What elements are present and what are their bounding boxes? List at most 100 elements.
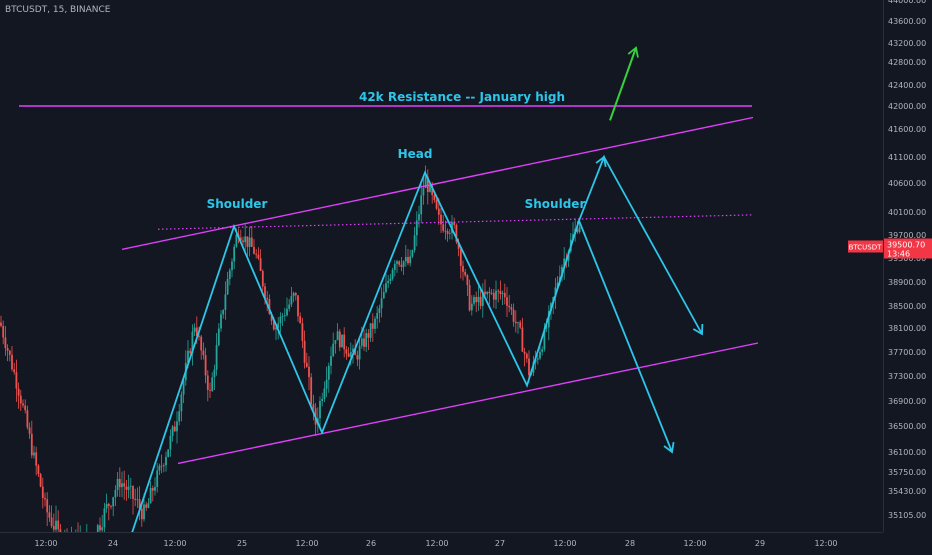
candle-body [389, 278, 392, 281]
candle-body [0, 322, 2, 326]
candle-body [393, 263, 396, 270]
candle-body [220, 314, 222, 329]
candle-body [371, 323, 374, 329]
candle-body [250, 237, 253, 247]
candle-body [211, 377, 214, 391]
candle-body [508, 305, 511, 308]
candle-body [523, 351, 526, 354]
candle-body [169, 435, 172, 450]
candle-body [11, 354, 13, 370]
time-axis-scale: 12:00 24 12:00 25 12:00 26 12:00 27 12:00 28 12:00… [34, 539, 837, 548]
candle-body [222, 309, 225, 315]
candle-body [151, 487, 154, 491]
candle-body [39, 474, 42, 487]
candle-body [140, 508, 143, 520]
candle-body [132, 486, 134, 499]
candle-body [275, 327, 277, 330]
candle-body [189, 350, 192, 353]
candle-body [15, 372, 18, 389]
candle-body [455, 225, 458, 242]
candle-body [462, 265, 464, 272]
candle-body [292, 292, 295, 297]
candle-body [17, 388, 20, 396]
candle-body [492, 292, 495, 300]
candle-body [378, 308, 381, 313]
candle-body [528, 358, 530, 376]
candle-body [431, 185, 434, 196]
price-axis[interactable]: 35105.00 35430.00 35750.00 36100.00 36500.00… [883, 0, 932, 532]
time-tick-label: 24 [108, 539, 118, 548]
candle-body [138, 499, 141, 509]
candle-body [490, 292, 493, 294]
price-tick-label: 35750.00 [888, 468, 926, 477]
candle-body [145, 504, 148, 508]
current-price-label: 39500.70 [887, 241, 925, 250]
candle-body [297, 295, 299, 317]
candle-body [206, 375, 209, 390]
candle-body [48, 512, 51, 518]
time-tick-label: 25 [237, 539, 247, 548]
candle-body [475, 297, 478, 303]
candle-body [173, 426, 176, 432]
candle-body [33, 452, 35, 456]
candle-body [510, 307, 513, 310]
candle-body [312, 404, 315, 409]
candle-body [437, 208, 440, 215]
price-tick-label: 44000.00 [888, 0, 926, 5]
candle-body [426, 176, 429, 192]
candle-body [424, 176, 427, 189]
candle-body [261, 271, 264, 287]
candle-body [327, 365, 330, 380]
candle-body [488, 291, 491, 294]
candle-body [385, 283, 387, 293]
candle-body [521, 327, 524, 352]
candle-body [499, 291, 502, 294]
candle-body [209, 389, 211, 391]
candle-body [464, 271, 467, 276]
head-shoulders-pattern [127, 154, 703, 546]
candle-body [217, 328, 220, 346]
time-tick-label: 29 [755, 539, 765, 548]
time-tick-label: 12:00 [163, 539, 186, 548]
chart-area[interactable]: 42k Resistance -- January high Shoulder He… [0, 0, 883, 555]
candle-body [376, 312, 379, 319]
candle-body [22, 403, 24, 406]
candle-body [512, 309, 515, 322]
candle-body [26, 410, 29, 428]
candle-body [277, 323, 280, 328]
time-axis[interactable]: 12:00 24 12:00 25 12:00 26 12:00 27 12:00 28 12:00… [0, 532, 883, 551]
time-tick-label: 12:00 [425, 539, 448, 548]
candle-body [125, 486, 128, 490]
candle-body [435, 199, 438, 209]
candle-body [52, 526, 55, 530]
symbol-tag-label: BTCUSDT [849, 244, 883, 252]
candle-body [156, 470, 159, 488]
price-chart[interactable]: 42k Resistance -- January high Shoulder He… [0, 0, 883, 555]
candle-body [407, 257, 409, 264]
candle-body [495, 290, 497, 300]
candle-body [200, 336, 203, 351]
candle-body [248, 237, 251, 247]
candle-body [413, 235, 416, 251]
candle-body [545, 327, 548, 329]
candle-body [503, 292, 506, 298]
price-tick-label: 38100.00 [888, 324, 926, 333]
time-tick-label: 12:00 [295, 539, 318, 548]
candle-body [321, 398, 324, 402]
candle-body [382, 292, 385, 299]
price-tick-label: 35430.00 [888, 487, 926, 496]
candle-body [519, 322, 522, 328]
price-tick-label: 37700.00 [888, 348, 926, 357]
candle-body [149, 487, 152, 504]
candle-body [358, 345, 361, 360]
candle-body [123, 483, 126, 487]
candle-body [576, 228, 579, 233]
time-tick-label: 28 [625, 539, 635, 548]
candle-body [110, 505, 112, 507]
candle-body [13, 369, 16, 373]
candle-body [453, 222, 456, 226]
candle-body [158, 465, 161, 471]
candle-body [418, 214, 420, 221]
candle-body [272, 320, 275, 330]
annotation-label: Shoulder [525, 197, 586, 211]
